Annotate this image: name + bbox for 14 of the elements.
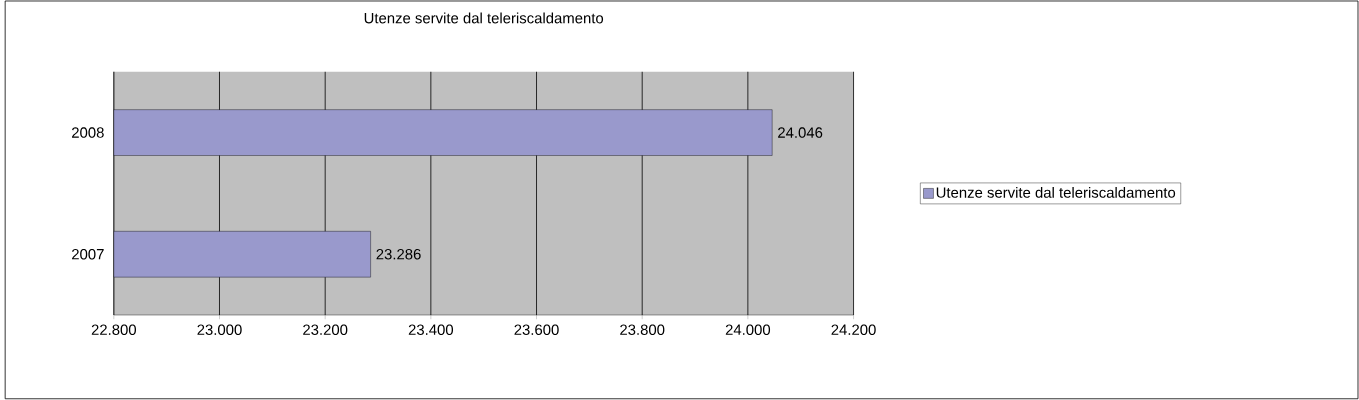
data-label: 24.046	[778, 127, 823, 138]
x-tick-label: 22.800	[91, 324, 137, 336]
x-tick-label: 24.200	[831, 324, 876, 336]
x-tick-label: 23.600	[514, 324, 559, 336]
legend-label: Utenze servite dal teleriscaldamento	[936, 187, 1176, 198]
y-tick-label: 2008	[72, 127, 104, 138]
x-tick-label: 23.800	[620, 324, 665, 336]
x-tick-label: 23.200	[303, 324, 348, 336]
x-tick-label: 24.000	[725, 324, 771, 336]
x-tick-label: 23.000	[197, 324, 242, 336]
chart-title: Utenze servite dal teleriscaldamento	[364, 12, 604, 24]
y-tick-label: 2007	[72, 249, 104, 260]
data-label: 23.286	[376, 249, 421, 260]
x-tick-label: 23.400	[408, 324, 454, 336]
